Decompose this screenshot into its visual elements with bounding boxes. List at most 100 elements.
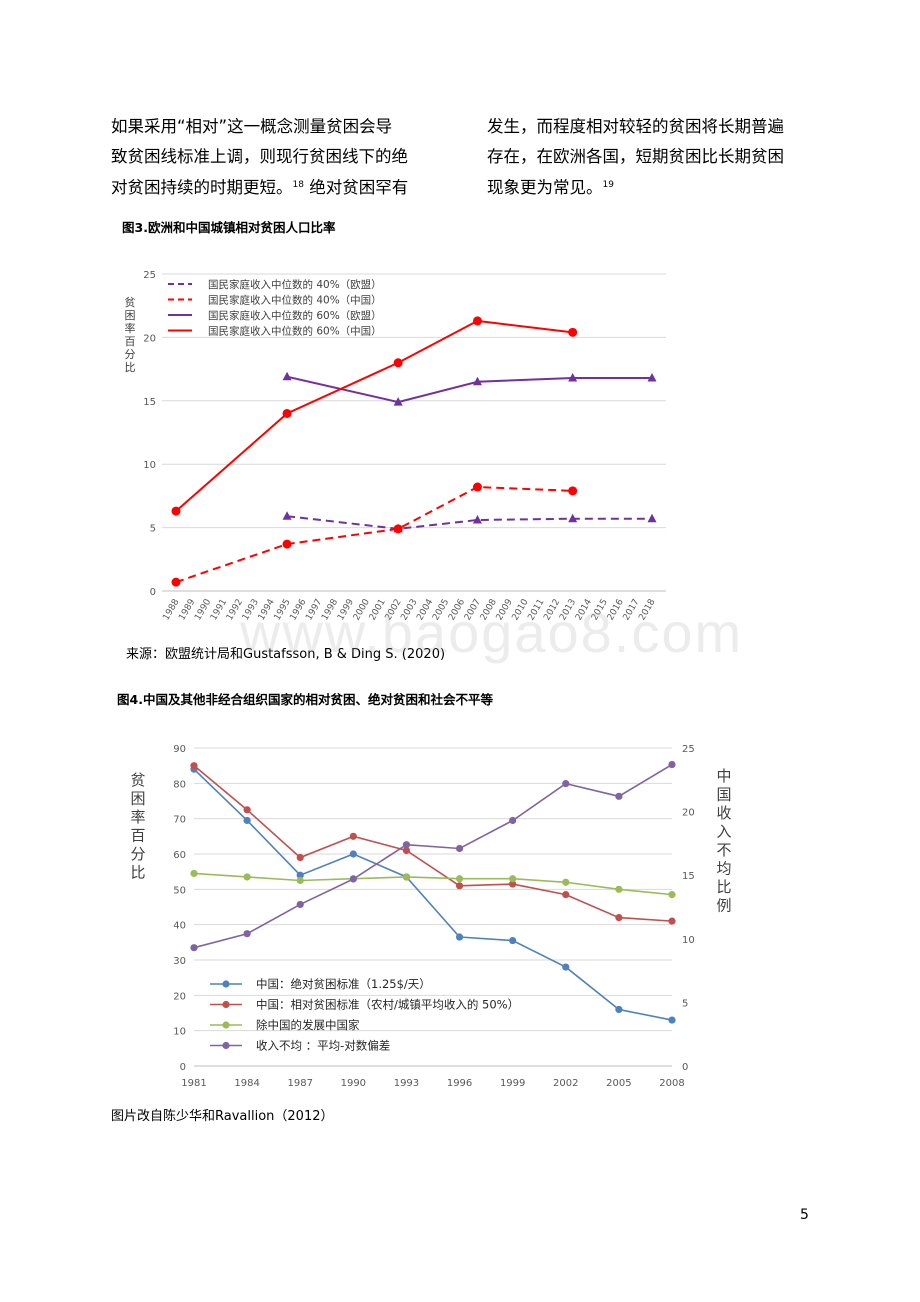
- y-tick-label: 90: [173, 744, 186, 755]
- data-point: [349, 850, 357, 858]
- series-line: [193, 872, 673, 896]
- legend-label: 国民家庭收入中位数的 40%（中国）: [208, 294, 382, 307]
- series-line: [193, 763, 673, 949]
- data-point: [282, 539, 292, 549]
- text-line: 发生，而程度相对较轻的贫困将长期普遍: [487, 117, 784, 136]
- data-point: [282, 511, 292, 520]
- text-line: 对贫困持续的时期更短。18 绝对贫困罕有: [111, 171, 441, 203]
- figure3-chart: 0510152025198819891990199119921993199419…: [125, 270, 666, 622]
- data-point: [190, 762, 198, 770]
- text-fragment: 对贫困持续的时期更短。: [111, 178, 293, 197]
- y-tick-label: 60: [173, 850, 186, 861]
- text-line: 如果采用“相对”这一概念测量贫困会导: [111, 117, 393, 136]
- x-tick-label: 2002: [553, 1078, 578, 1089]
- y-axis-label: 贫困率百分比: [130, 771, 145, 882]
- y-tick-label: 0: [150, 587, 156, 598]
- legend-label: 收入不均 ：平均-对数偏差: [256, 1039, 390, 1053]
- data-point: [171, 577, 181, 587]
- figure4-chart: 0 10 20 30 40 50 60 70 80 90 0 5 10 15 20 25 1981 1984 198…: [130, 744, 731, 1089]
- data-point: [402, 841, 411, 849]
- data-point: [393, 358, 403, 368]
- data-point: [455, 933, 464, 941]
- figure3-title: 图3.欧洲和中国城镇相对贫困人口比率: [122, 220, 336, 235]
- text-line: 存在，在欧洲各国，短期贫困比长期贫困: [487, 146, 784, 166]
- data-point: [190, 869, 198, 878]
- y-tick-label: 10: [143, 460, 156, 471]
- data-point: [243, 816, 251, 825]
- figure3-source: 来源：欧盟统计局和Gustafsson, B & Ding S. (2020): [126, 647, 446, 662]
- x-tick-label: 1990: [341, 1078, 366, 1089]
- series-line: [286, 515, 652, 530]
- figure4-source: 图片改自陈少华和Ravallion（2012）: [111, 1109, 334, 1124]
- x-tick-label: 1996: [447, 1078, 472, 1089]
- data-point: [509, 880, 517, 888]
- y2-tick-label: 5: [682, 998, 688, 1009]
- y-tick-label: 50: [173, 885, 186, 896]
- y-tick-label: 80: [173, 779, 186, 790]
- y-tick-label: 20: [173, 991, 186, 1002]
- legend-marker: [222, 1000, 230, 1009]
- data-point: [455, 844, 464, 853]
- data-point: [296, 871, 304, 879]
- text-line: 现象更为常见。19: [487, 171, 817, 203]
- y-tick-label: 70: [173, 815, 186, 826]
- y2-axis-label: 中国收入不均比例: [716, 767, 731, 915]
- data-point: [472, 514, 482, 524]
- data-point: [668, 1016, 676, 1024]
- y-tick-label: 40: [173, 921, 186, 932]
- data-point: [402, 873, 411, 881]
- data-point: [509, 816, 517, 825]
- data-point: [568, 327, 578, 337]
- y-tick-label: 15: [143, 397, 156, 408]
- y2-tick-label: 10: [682, 935, 695, 946]
- data-point: [472, 316, 482, 326]
- series-line: [193, 768, 673, 1021]
- data-point: [647, 513, 657, 523]
- y-tick-label: 5: [150, 524, 156, 535]
- x-tick-label: 1984: [234, 1078, 259, 1089]
- series-line: [175, 319, 573, 512]
- data-point: [509, 875, 517, 883]
- data-point: [455, 882, 464, 890]
- data-point: [282, 408, 292, 418]
- footnote-ref[interactable]: 18: [292, 180, 304, 190]
- data-point: [668, 917, 676, 925]
- data-point: [472, 376, 482, 386]
- data-point: [562, 780, 570, 788]
- data-point: [282, 371, 292, 381]
- data-point: [615, 914, 623, 922]
- y2-tick-label: 15: [682, 871, 695, 882]
- data-point: [171, 506, 181, 516]
- x-tick-label: 1993: [394, 1078, 419, 1089]
- footnote-ref[interactable]: 19: [602, 180, 614, 190]
- watermark: www.baogao8.com: [240, 601, 744, 664]
- data-point: [243, 806, 251, 814]
- data-point: [472, 482, 482, 492]
- x-tick-label: 2005: [606, 1078, 631, 1089]
- data-point: [509, 936, 517, 945]
- data-point: [615, 885, 623, 893]
- data-point: [615, 1005, 623, 1014]
- data-point: [349, 875, 357, 883]
- y-tick-label: 30: [173, 956, 186, 967]
- x-tick-label: 1999: [500, 1078, 525, 1089]
- data-point: [568, 372, 578, 382]
- x-tick-label: 1987: [287, 1078, 312, 1089]
- data-point: [296, 900, 304, 909]
- series-line: [193, 765, 673, 922]
- page-number: 5: [800, 1207, 809, 1223]
- text-line: 致贫困线标准上调，则现行贫困线下的绝: [111, 146, 408, 166]
- y-tick-label: 25: [143, 270, 156, 281]
- legend-marker: [222, 980, 230, 988]
- y2-tick-label: 0: [682, 1062, 688, 1073]
- text-column-right: 发生，而程度相对较轻的贫困将长期普遍 存在，在欧洲各国，短期贫困比长期贫困 现象…: [487, 112, 817, 203]
- legend-label: 除中国的发展中国家: [256, 1018, 360, 1032]
- data-point: [190, 944, 198, 952]
- data-point: [647, 372, 657, 382]
- legend-label: 中国：绝对贫困标准（1.25$/天）: [256, 977, 431, 991]
- x-tick-label: 2008: [659, 1078, 684, 1089]
- legend-marker: [222, 1021, 230, 1029]
- data-point: [349, 832, 357, 840]
- series-line: [175, 486, 573, 584]
- data-point: [568, 513, 578, 523]
